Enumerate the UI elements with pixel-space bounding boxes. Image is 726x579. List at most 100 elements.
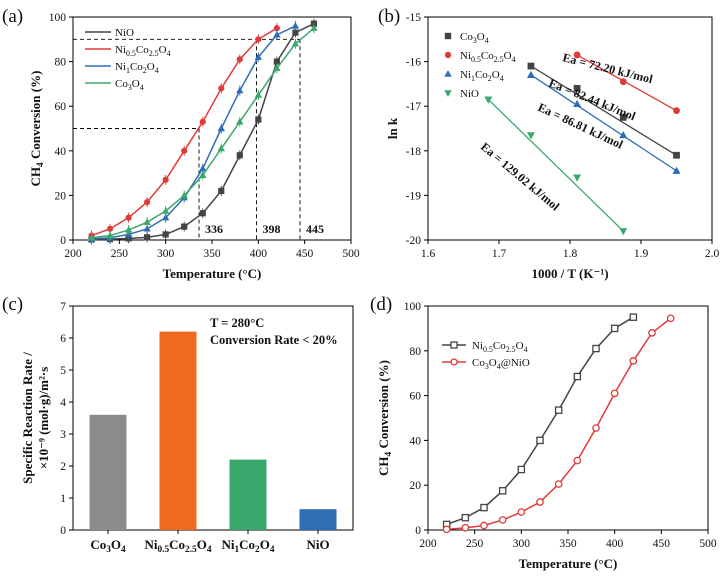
y-tick-label: 40 <box>55 146 67 158</box>
series-1 <box>573 51 680 115</box>
data-point <box>461 513 470 522</box>
data-point <box>517 465 526 474</box>
y-tick-label: 0 <box>60 525 66 537</box>
data-point <box>498 516 507 524</box>
x-tick-label: 450 <box>296 248 314 260</box>
data-point <box>619 113 627 121</box>
legend-marker <box>450 341 458 349</box>
condition-note: T = 280°C <box>210 316 264 330</box>
panel-b-arrhenius-plot: 1.6 1.7 1.8 1.9 2.0 -20 -19 -18 -17 -16 -15 Co3O4 Ni… <box>378 6 719 281</box>
y-axis-label: ×10⁻⁹ (mol·g)/m²·s <box>36 367 51 470</box>
series-line <box>91 27 278 237</box>
x-tick-label: 200 <box>419 538 437 550</box>
legend-item: Co3O4@NiO <box>442 357 530 371</box>
data-point <box>573 174 582 182</box>
x-tick-label: 1.6 <box>421 248 436 260</box>
legend-item: Ni0.5Co2.5O4 <box>444 50 516 64</box>
data-point <box>526 132 535 140</box>
y-tick-label: 0 <box>415 525 421 537</box>
data-point <box>619 78 627 86</box>
data-point <box>673 151 680 159</box>
annotation: 398 <box>262 222 280 236</box>
bar-1 <box>159 331 197 530</box>
data-point <box>619 228 628 236</box>
y-tick-label: -18 <box>406 146 422 158</box>
x-tick-label: 1.7 <box>492 248 507 260</box>
legend-label: NiO <box>460 88 479 100</box>
panel-d-line-chart: 200 250 300 350 400 450 500 0 20 40 60 80 100 Ni0.5Co… <box>370 294 717 571</box>
series-3 <box>87 23 318 243</box>
y-tick-label: 7 <box>60 301 66 313</box>
x-axis-label: Temperature (°C) <box>163 266 262 281</box>
y-tick-label: 60 <box>55 101 67 113</box>
x-tick-label: 350 <box>203 248 221 260</box>
data-point <box>573 99 582 107</box>
data-point <box>573 456 582 465</box>
y-tick-label: 2 <box>60 461 66 473</box>
data-point <box>573 51 581 59</box>
data-point <box>648 329 656 337</box>
y-tick-label: -17 <box>406 101 422 113</box>
series-0 <box>527 62 680 159</box>
data-point <box>673 107 680 115</box>
condition-note: Conversion Rate < 20% <box>210 333 338 347</box>
x-tick-label: 250 <box>466 538 484 550</box>
panel-label: (c) <box>2 294 23 315</box>
data-point <box>619 130 628 139</box>
y-tick-label: 20 <box>410 480 422 492</box>
legend-item: Ni0.5Co2.5O4 <box>442 340 528 354</box>
legend-label: NiO <box>115 27 134 39</box>
legend-marker <box>444 32 452 40</box>
y-tick-label: 40 <box>410 435 422 447</box>
data-point <box>498 487 507 495</box>
fit-line <box>576 54 677 112</box>
fit-line <box>530 65 677 156</box>
data-point <box>480 503 488 512</box>
legend-marker <box>444 70 452 77</box>
legend-label: Ni0.5Co2.5O4 <box>472 340 528 354</box>
x-tick-label: 1.8 <box>563 248 578 260</box>
y-tick-label: -20 <box>406 235 422 247</box>
series-line <box>91 25 296 240</box>
x-tick-label: 400 <box>250 248 268 260</box>
category-label: NiO <box>306 537 329 552</box>
category-label: Co3O4 <box>90 537 126 555</box>
data-point <box>573 372 582 381</box>
legend-label: Co3O4@NiO <box>472 357 530 371</box>
bar-3 <box>299 509 337 530</box>
y-axis-label: CH4 Conversion (%) <box>376 360 394 476</box>
data-point <box>554 480 563 488</box>
y-tick-label: 3 <box>60 429 66 441</box>
data-point <box>536 436 544 445</box>
legend-item: NiO <box>85 27 134 39</box>
data-point <box>480 521 488 530</box>
x-tick-label: 400 <box>606 538 624 550</box>
x-axis-label: 1000 / T (K⁻¹) <box>531 266 608 281</box>
legend-marker <box>444 51 452 59</box>
legend-item: Ni0.5Co2.5O4 <box>85 44 171 58</box>
legend-marker <box>444 90 452 97</box>
panel-c-bar-chart: 0 1 2 3 4 5 6 7 Co3O4 Ni0.5Co2.5O4 Ni1Co2O4 NiO T = … <box>2 294 354 555</box>
legend-label: Ni1Co2O4 <box>460 69 504 83</box>
data-point <box>536 498 544 506</box>
legend-item: NiO <box>444 88 479 100</box>
legend-marker <box>450 358 458 366</box>
y-tick-label: 100 <box>49 12 67 24</box>
y-axis-label: ln k <box>385 117 400 139</box>
x-tick-label: 450 <box>653 538 671 550</box>
category-label: Ni0.5Co2.5O4 <box>144 537 211 555</box>
series-2 <box>526 70 681 174</box>
legend-label: Ni0.5Co2.5O4 <box>115 44 171 58</box>
data-point <box>629 357 638 365</box>
annotation: 445 <box>306 222 324 236</box>
data-point <box>666 314 675 323</box>
y-tick-label: 20 <box>55 190 67 202</box>
legend-label: Ni0.5Co2.5O4 <box>460 50 516 64</box>
x-tick-label: 250 <box>111 248 129 260</box>
y-tick-label: 80 <box>410 346 422 358</box>
y-tick-label: 80 <box>55 57 67 69</box>
legend-item: Co3O4 <box>444 31 489 45</box>
panel-a-line-chart: 200 250 300 350 400 450 500 0 20 40 60 80 100 NiO Ni0.… <box>2 6 360 281</box>
legend-label: Co3O4 <box>115 78 144 92</box>
